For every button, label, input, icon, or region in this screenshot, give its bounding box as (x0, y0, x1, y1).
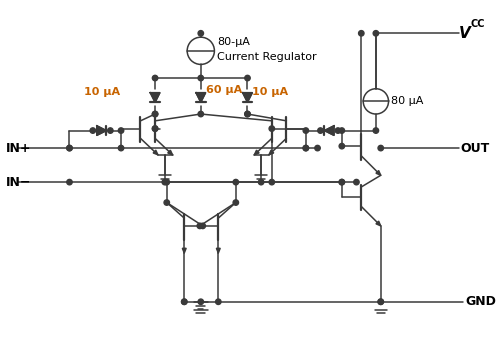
Circle shape (245, 111, 250, 117)
Circle shape (335, 128, 340, 133)
Circle shape (108, 128, 113, 133)
Circle shape (233, 179, 238, 185)
Text: IN−: IN− (6, 176, 32, 189)
Text: IN+: IN+ (6, 142, 32, 155)
Circle shape (152, 111, 158, 117)
Polygon shape (153, 150, 158, 155)
Text: 10 μA: 10 μA (84, 87, 120, 97)
Circle shape (152, 126, 158, 131)
Text: Current Regulator: Current Regulator (218, 52, 317, 62)
Text: 80 μA: 80 μA (392, 96, 424, 106)
Circle shape (258, 179, 264, 185)
Circle shape (245, 111, 250, 117)
Circle shape (315, 145, 320, 151)
Circle shape (318, 128, 323, 133)
Polygon shape (196, 93, 205, 102)
Circle shape (303, 128, 308, 133)
Circle shape (269, 126, 274, 131)
Circle shape (182, 299, 187, 305)
Circle shape (118, 145, 124, 151)
Circle shape (152, 75, 158, 81)
Polygon shape (376, 171, 380, 175)
Circle shape (378, 145, 384, 151)
Circle shape (339, 144, 344, 149)
Text: OUT: OUT (460, 142, 490, 155)
Circle shape (200, 223, 205, 228)
Circle shape (197, 223, 202, 228)
Text: 80-μA: 80-μA (218, 37, 250, 47)
Circle shape (198, 299, 203, 305)
Circle shape (198, 111, 203, 117)
Polygon shape (269, 150, 274, 155)
Text: V: V (458, 26, 470, 41)
Circle shape (339, 128, 344, 133)
Circle shape (162, 179, 168, 185)
Polygon shape (150, 93, 160, 102)
Circle shape (303, 145, 308, 151)
Text: GND: GND (466, 295, 496, 308)
Circle shape (164, 200, 170, 205)
Circle shape (152, 111, 158, 117)
Circle shape (67, 145, 72, 151)
Circle shape (339, 179, 344, 185)
Polygon shape (376, 221, 380, 226)
Polygon shape (97, 126, 106, 135)
Circle shape (378, 299, 384, 305)
Circle shape (233, 200, 238, 205)
Circle shape (198, 31, 203, 36)
Text: CC: CC (470, 20, 484, 29)
Polygon shape (168, 150, 172, 155)
Text: 60 μA: 60 μA (206, 85, 242, 95)
Circle shape (198, 75, 203, 81)
Circle shape (90, 128, 96, 133)
Text: 10 μA: 10 μA (252, 87, 288, 97)
Circle shape (182, 299, 187, 305)
Circle shape (245, 75, 250, 81)
Polygon shape (324, 126, 334, 135)
Circle shape (269, 179, 274, 185)
Circle shape (303, 145, 308, 151)
Circle shape (339, 179, 344, 185)
Polygon shape (254, 150, 259, 155)
Circle shape (164, 179, 170, 185)
Circle shape (358, 31, 364, 36)
Circle shape (354, 179, 359, 185)
Polygon shape (216, 248, 220, 253)
Polygon shape (182, 248, 186, 253)
Circle shape (152, 126, 158, 131)
Circle shape (373, 128, 378, 133)
Circle shape (67, 145, 72, 151)
Polygon shape (242, 93, 252, 102)
Circle shape (118, 128, 124, 133)
Circle shape (216, 299, 221, 305)
Circle shape (378, 299, 384, 305)
Circle shape (373, 31, 378, 36)
Circle shape (67, 179, 72, 185)
